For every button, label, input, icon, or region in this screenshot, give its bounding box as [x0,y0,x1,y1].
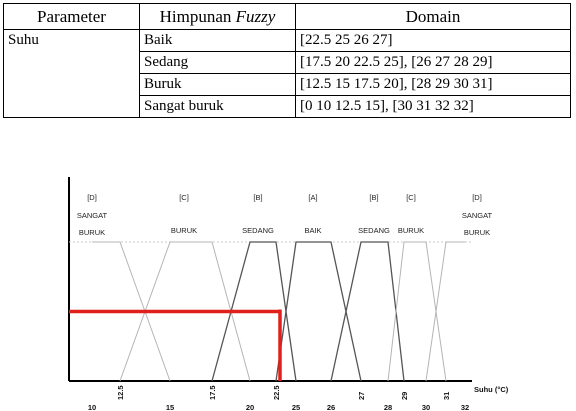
series-line-sangat-buruk [92,241,171,382]
x-tick-label: 26 [327,403,335,411]
category-label-line: SANGAT [77,211,108,220]
himpunan-cell: Sangat buruk [139,95,296,118]
category-label-line: BAIK [304,226,321,235]
header-fuzzy-label: Fuzzy [235,7,276,26]
domain-cell: [12.5 15 17.5 20], [28 29 30 31] [295,73,571,96]
x-tick-label: 32 [461,403,469,411]
category-label-line: SEDANG [242,226,274,235]
category-label-line: BURUK [398,226,424,235]
x-tick-label: 20 [246,403,254,411]
category-label: [A] [308,193,317,202]
x-tick-label-rotated: 17.5 [208,385,217,400]
x-axis-label: Suhu (°C) [474,385,509,394]
header-parameter: Parameter [3,3,140,30]
series-line-baik [275,241,362,382]
domain-cell: [0 10 12.5 15], [30 31 32 32] [295,95,571,118]
table-row: Suhu Baik [22.5 25 26 27] [3,29,571,118]
table-row: Sangat buruk [0 10 12.5 15], [30 31 32 3… [4,95,571,118]
category-label: [D] [87,193,97,202]
header-himpunan-label: Himpunan [159,7,232,26]
category-label-line: BURUK [171,226,197,235]
header-domain: Domain [295,3,571,30]
category-label-line: BURUK [79,228,105,237]
category-label: [B] [369,193,378,202]
series-line-sedang [330,241,405,382]
series-line-sangat-buruk [425,241,465,382]
x-tick-label: 28 [384,403,392,411]
x-tick-label: 25 [292,403,300,411]
category-label-line: BURUK [464,228,490,237]
header-himpunan: Himpunan Fuzzy [139,3,296,30]
x-tick-label-rotated: 27 [357,392,366,400]
x-tick-label-rotated: 22.5 [272,385,281,400]
category-label: [C] [406,193,416,202]
category-label: [C] [179,193,189,202]
category-label-line: SEDANG [358,226,390,235]
x-tick-label-rotated: 31 [442,392,451,400]
himpunan-cell: Sedang [139,51,296,74]
x-tick-label: 10 [88,403,96,411]
table-header-row: Parameter Himpunan Fuzzy Domain [3,3,571,30]
category-label: [D] [472,193,482,202]
category-label: [B] [253,193,262,202]
x-tick-label-rotated: 29 [400,392,409,400]
series-line-buruk [387,241,447,382]
domain-cell: [17.5 20 22.5 25], [26 27 28 29] [295,51,571,74]
x-tick-label: 15 [166,403,174,411]
category-label-line: SANGAT [462,211,493,220]
fuzzy-domain-table: Parameter Himpunan Fuzzy Domain Suhu Bai… [3,3,571,118]
table-row: Buruk [12.5 15 17.5 20], [28 29 30 31] [4,73,571,96]
table-row: Sedang [17.5 20 22.5 25], [26 27 28 29] [4,51,571,74]
x-tick-label-rotated: 12.5 [116,385,125,400]
x-tick-label: 30 [422,403,430,411]
